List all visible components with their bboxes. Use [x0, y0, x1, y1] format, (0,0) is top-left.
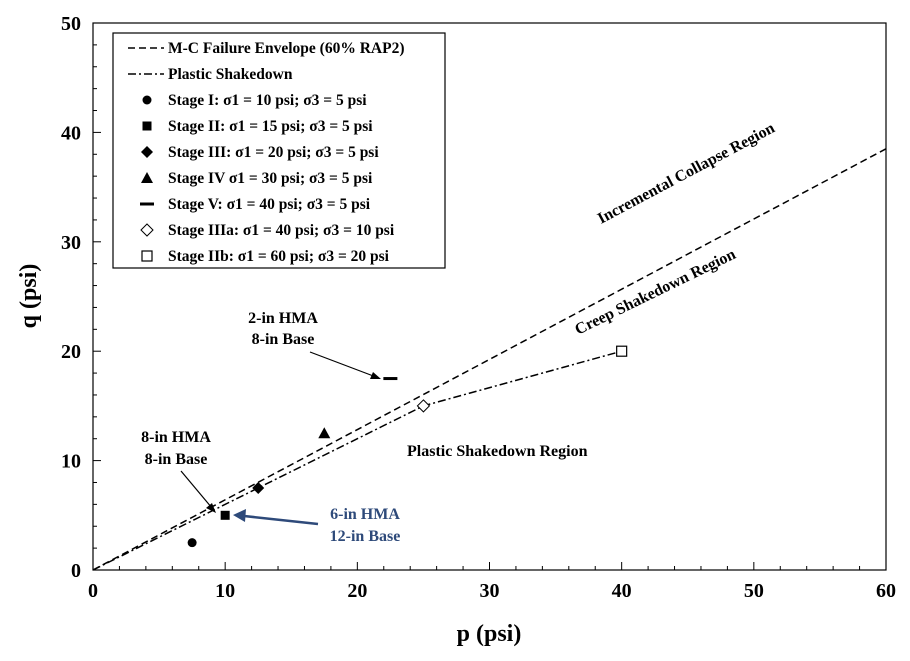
legend-swatch-diamond-open [140, 223, 154, 237]
x-tick-label: 30 [480, 580, 500, 602]
y-tick-label: 0 [71, 560, 81, 582]
x-tick-label: 10 [215, 580, 235, 602]
series-markers [187, 345, 628, 548]
y-tick-label: 50 [61, 13, 81, 35]
data-point-triangle-filled [318, 427, 331, 439]
data-point-dash [383, 377, 398, 381]
legend-label: Stage III: σ1 = 20 psi; σ3 = 5 psi [168, 144, 379, 161]
annotation-2in-hma-arrow [309, 351, 377, 378]
annotation-6in-hma-line1: 6-in HMA [330, 506, 400, 523]
data-point-circle-filled [187, 538, 197, 548]
legend-label: Stage II: σ1 = 15 psi; σ3 = 5 psi [168, 118, 373, 135]
annotation-8in-hma: 8-in HMA 8-in Base [141, 429, 216, 513]
legend-label: Plastic Shakedown [168, 66, 293, 83]
legend-label: Stage IIb: σ1 = 60 psi; σ3 = 20 psi [168, 248, 390, 265]
annotation-8in-hma-arrowhead [206, 503, 216, 513]
legend-swatch-circle-filled [142, 95, 152, 105]
y-tick-label: 20 [61, 341, 81, 363]
legend-label: Stage IV σ1 = 30 psi; σ3 = 5 psi [168, 170, 373, 187]
legend-swatch-square-filled [142, 121, 152, 131]
legend: M-C Failure Envelope (60% RAP2) Plastic S… [112, 32, 446, 269]
y-tick-label: 30 [61, 232, 81, 254]
legend-box [112, 32, 446, 269]
data-point-diamond-filled [252, 481, 265, 494]
y-tick-label: 10 [61, 451, 81, 473]
x-tick-label: 20 [347, 580, 367, 602]
legend-swatch-triangle-filled [141, 172, 153, 183]
legend-swatch-diamond-filled [141, 146, 153, 158]
annotation-8in-hma-arrow [180, 470, 213, 509]
legend-label: Stage IIIa: σ1 = 40 psi; σ3 = 10 psi [168, 222, 395, 239]
data-point-diamond-open [416, 399, 431, 413]
series-line-0 [92, 148, 887, 571]
x-tick-label: 60 [876, 580, 896, 602]
annotation-6in-hma-line2: 12-in Base [330, 528, 401, 545]
legend-items: M-C Failure Envelope (60% RAP2) Plastic S… [128, 40, 405, 265]
annotation-2in-hma-arrowhead [370, 372, 381, 379]
x-tick-label: 0 [88, 580, 98, 602]
data-point-square-open [616, 345, 628, 357]
annotation-8in-hma-line2: 8-in Base [145, 451, 208, 468]
annotation-6in-hma-arrow [243, 514, 319, 526]
region-label-plastic-shakedown: Plastic Shakedown Region [407, 443, 588, 460]
x-tick-label: 40 [612, 580, 632, 602]
x-tick-label: 50 [744, 580, 764, 602]
annotation-8in-hma-line1: 8-in HMA [141, 429, 211, 446]
legend-label: Stage I: σ1 = 10 psi; σ3 = 5 psi [168, 92, 367, 109]
legend-label: M-C Failure Envelope (60% RAP2) [168, 40, 405, 57]
annotation-2in-hma-line2: 8-in Base [252, 331, 315, 348]
y-axis-title: q (psi) [16, 264, 42, 329]
axes: 0 10 20 30 40 50 60 0 10 20 30 40 50 [61, 13, 896, 602]
x-axis-title: p (psi) [457, 621, 522, 647]
legend-swatch-square-open [141, 250, 153, 262]
annotation-6in-hma-arrowhead [233, 509, 246, 522]
legend-swatch-dash [140, 202, 154, 206]
legend-label: Stage V: σ1 = 40 psi; σ3 = 5 psi [168, 196, 371, 213]
annotation-6in-hma: 6-in HMA 12-in Base [233, 506, 400, 545]
annotation-2in-hma-line1: 2-in HMA [248, 310, 318, 327]
data-point-square-filled [220, 510, 230, 520]
y-tick-label: 40 [61, 122, 81, 144]
annotation-2in-hma: 2-in HMA 8-in Base [248, 310, 381, 379]
